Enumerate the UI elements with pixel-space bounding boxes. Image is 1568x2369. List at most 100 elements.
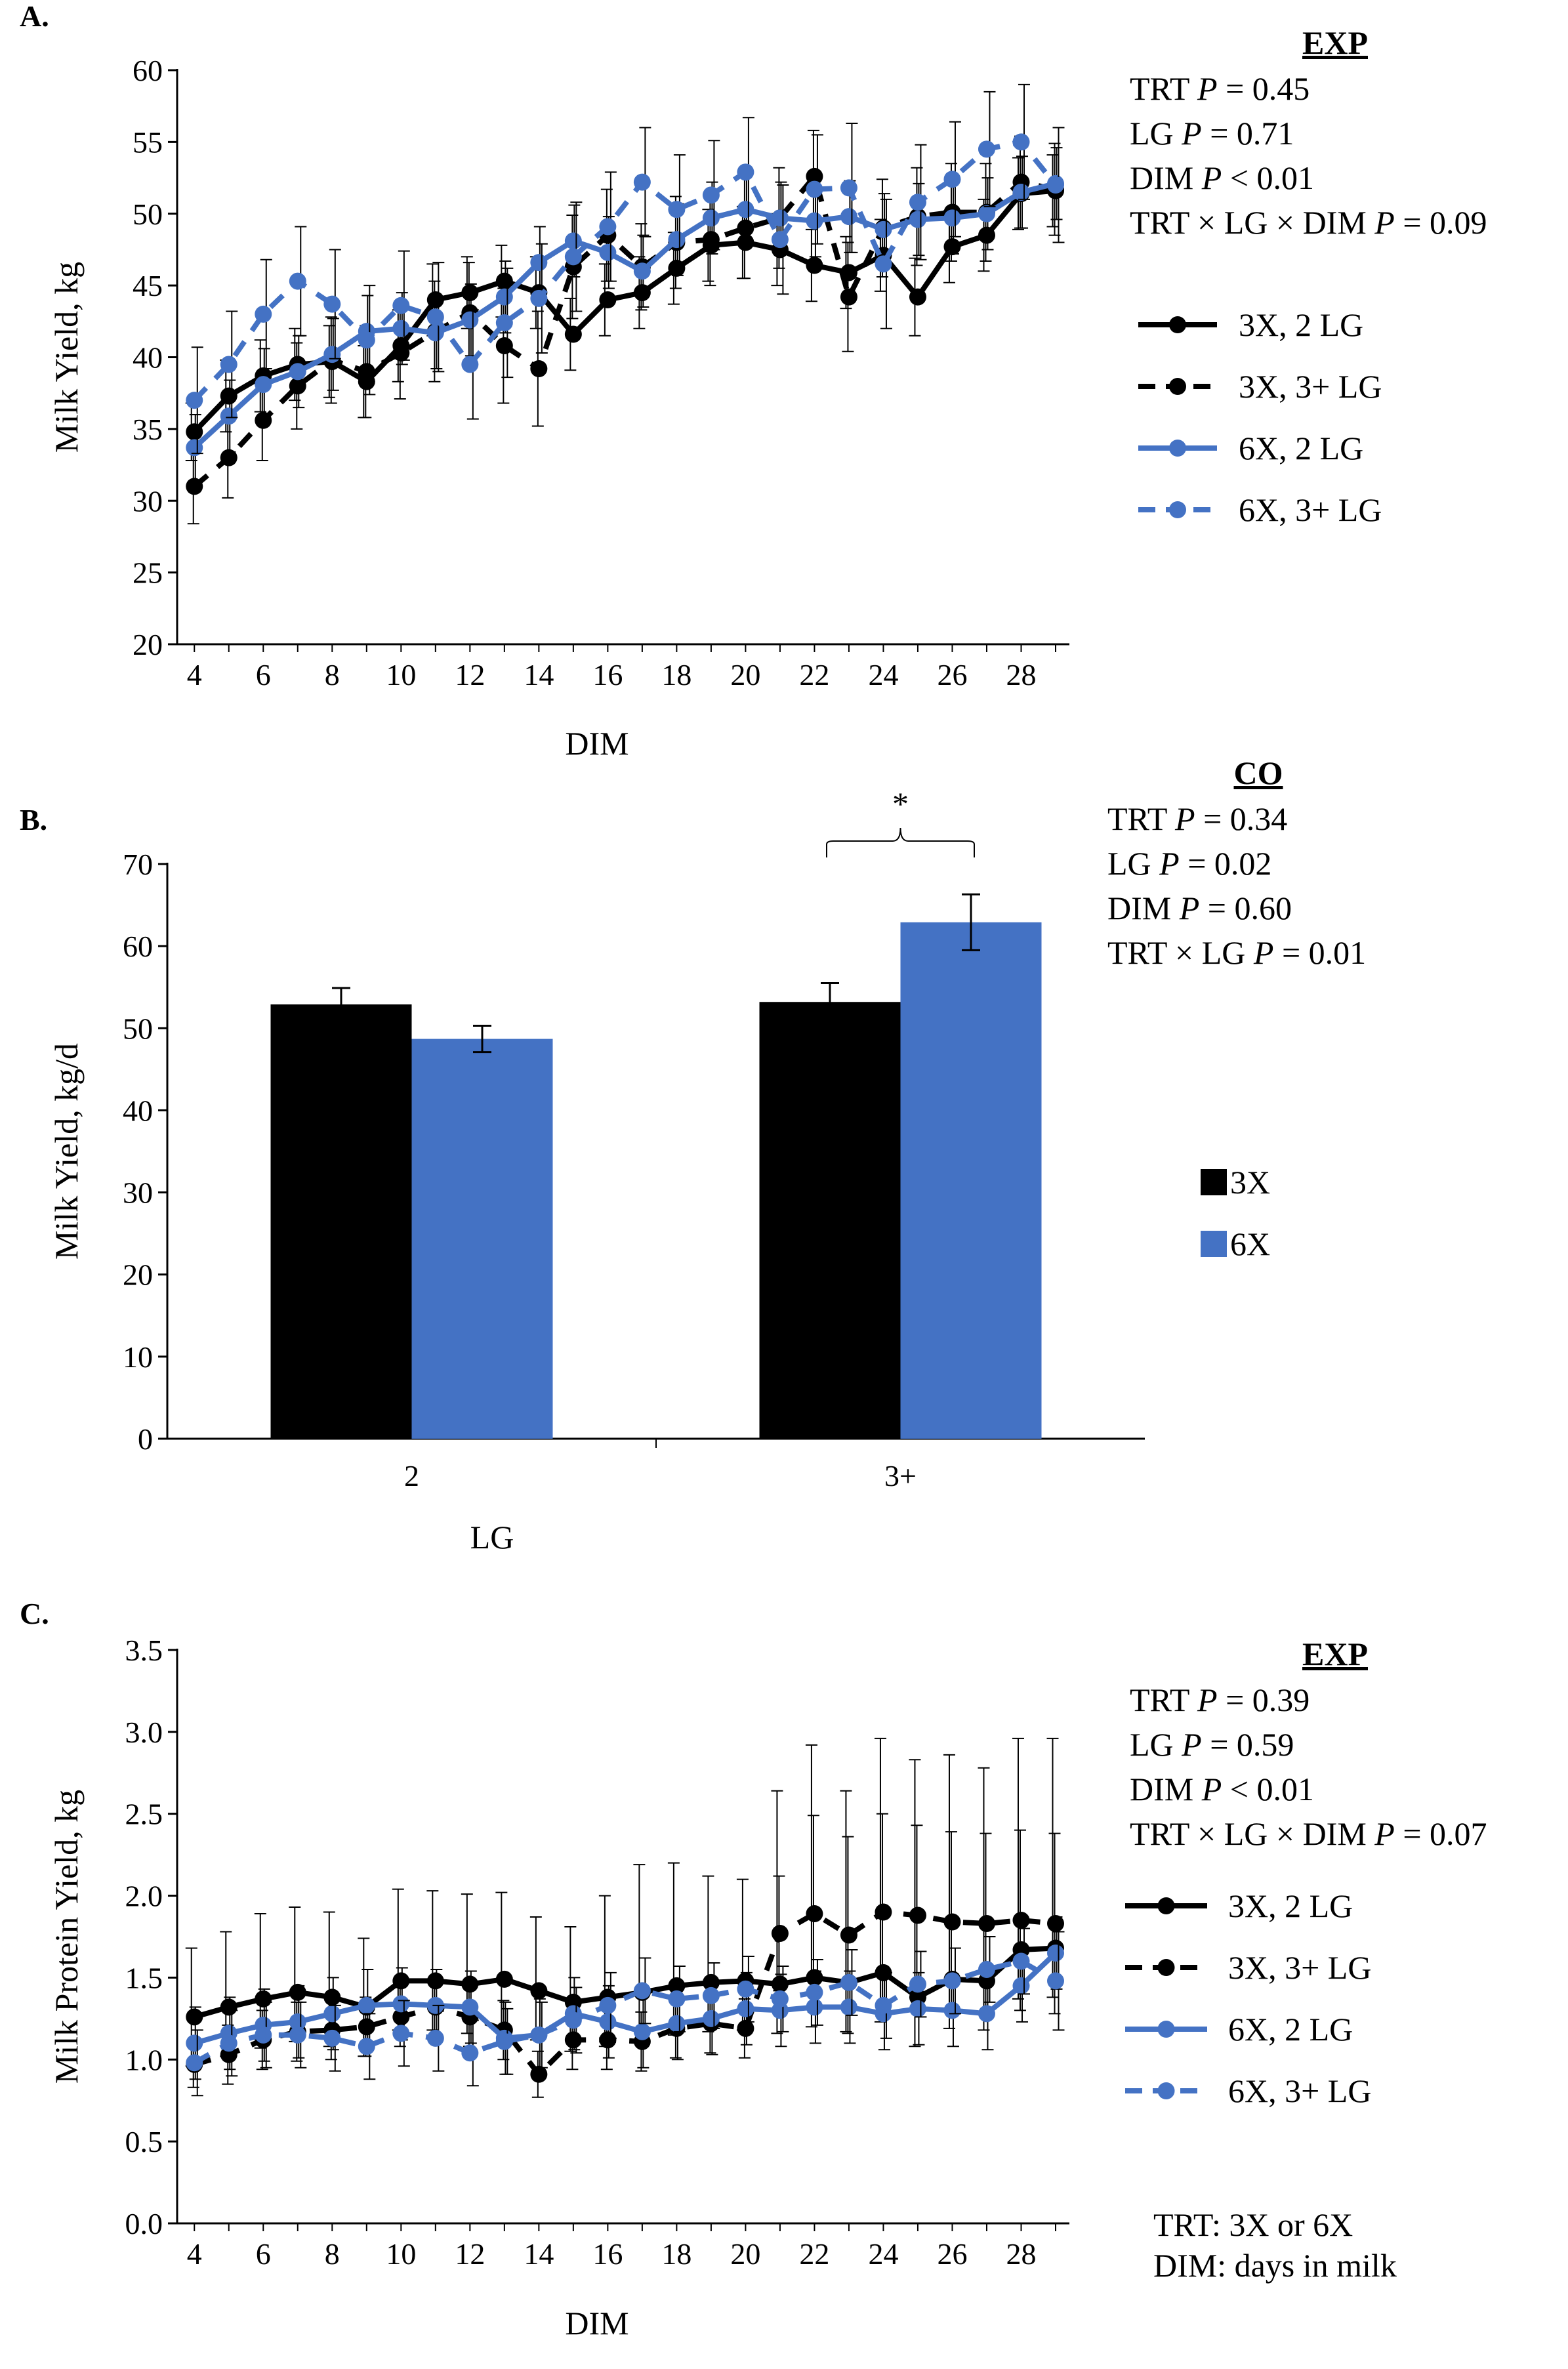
x-tick-label: 6 [256,2237,271,2271]
data-point [186,392,203,409]
data-point [668,201,686,218]
data-point [737,2019,754,2037]
data-point [599,2013,617,2030]
data-point [978,1960,995,1978]
stats-line: TRT P = 0.45 [1130,70,1310,107]
data-point [426,324,444,342]
y-tick-label: 1.5 [125,1961,163,1994]
data-point [564,248,582,266]
data-point [840,1926,857,1944]
data-point [255,305,272,323]
data-point [806,1998,823,2016]
legend-swatch-marker [1157,2021,1175,2038]
x-tick-label: 24 [868,2237,898,2271]
series-3x-3-lg [186,1813,1064,2098]
stats-header: CO [1234,754,1283,791]
stats-line: LG P = 0.59 [1130,1726,1294,1763]
y-tick-label: 20 [133,628,163,661]
stats-header: EXP [1302,24,1368,61]
y-tick-label: 60 [133,54,163,87]
data-point [771,231,789,249]
data-point [289,2026,306,2044]
x-tick-label: 20 [730,2237,760,2271]
x-tick-label: 18 [661,658,691,691]
bar [759,1002,901,1439]
data-point [495,2032,513,2050]
data-point [943,171,961,188]
y-tick-label: 35 [133,413,163,446]
data-point [255,376,272,394]
data-point [840,179,857,197]
data-point [392,2025,410,2042]
data-point [255,1990,272,2008]
y-tick-label: 60 [123,930,153,963]
data-point [564,2011,582,2029]
data-point [943,209,961,227]
legend-swatch-marker [1157,2082,1175,2099]
series-line [192,188,1056,434]
x-tick-label: 14 [524,2237,554,2271]
data-point [978,1915,995,1933]
data-point [771,1990,789,2008]
y-tick-label: 50 [133,197,163,231]
data-point [1046,1944,1064,1962]
data-point [289,1983,306,2001]
y-tick-label: 40 [133,341,163,375]
data-point [943,2002,961,2019]
data-point [495,272,513,290]
data-point [702,231,720,249]
stats-line: TRT P = 0.34 [1107,800,1287,837]
data-point [186,2008,203,2026]
data-point [978,226,995,244]
data-point [978,2005,995,2023]
data-point [943,238,961,256]
stats-line: LG P = 0.71 [1130,115,1294,152]
data-point [392,1995,410,2013]
series-line [192,139,1058,402]
significance-asterisk: * [892,785,909,822]
y-tick-label: 25 [133,556,163,590]
y-axis-title: Milk Protein Yield, kg [48,1790,85,2084]
data-point [289,377,306,395]
data-point [840,1973,857,1991]
data-point [633,173,651,191]
legend-swatch-marker [1169,316,1186,333]
y-tick-label: 3.0 [125,1716,163,1749]
data-point [806,257,823,274]
data-point [323,1988,341,2006]
series-3x-3-lg [186,129,1064,525]
y-tick-label: 3.5 [125,1634,163,1667]
series-line [192,180,1056,450]
y-tick-label: 50 [123,1012,153,1045]
data-point [909,1975,926,1993]
legend-label: 6X [1230,1226,1270,1262]
series-line [193,1958,1057,2065]
data-point [461,1975,479,1993]
legend-label: 3X, 3+ LG [1228,1949,1371,1986]
stats-line: TRT × LG × DIM P = 0.07 [1130,1815,1487,1852]
data-point [599,1996,617,2014]
stats-line: DIM P < 0.01 [1130,159,1314,196]
data-point [495,337,513,354]
data-point [358,2038,375,2055]
data-point [909,211,926,228]
data-point [461,1998,479,2016]
y-axis-title: Milk Yield, kg/d [48,1043,85,1260]
data-point [737,2000,754,2017]
data-point [289,272,306,290]
legend-swatch-marker [1157,1959,1175,1976]
legend-swatch-marker [1169,501,1186,518]
data-point [909,2000,926,2017]
data-point [806,1905,823,1923]
data-point [289,363,306,381]
data-point [358,2018,375,2036]
data-point [186,2054,203,2072]
data-point [220,2034,237,2052]
data-point [771,209,789,227]
data-point [461,311,479,329]
stats-line: DIM P = 0.60 [1107,890,1292,926]
data-point [668,2015,686,2032]
data-point [599,291,617,308]
legend-label: 6X, 3+ LG [1239,491,1382,528]
data-point [530,2065,548,2083]
